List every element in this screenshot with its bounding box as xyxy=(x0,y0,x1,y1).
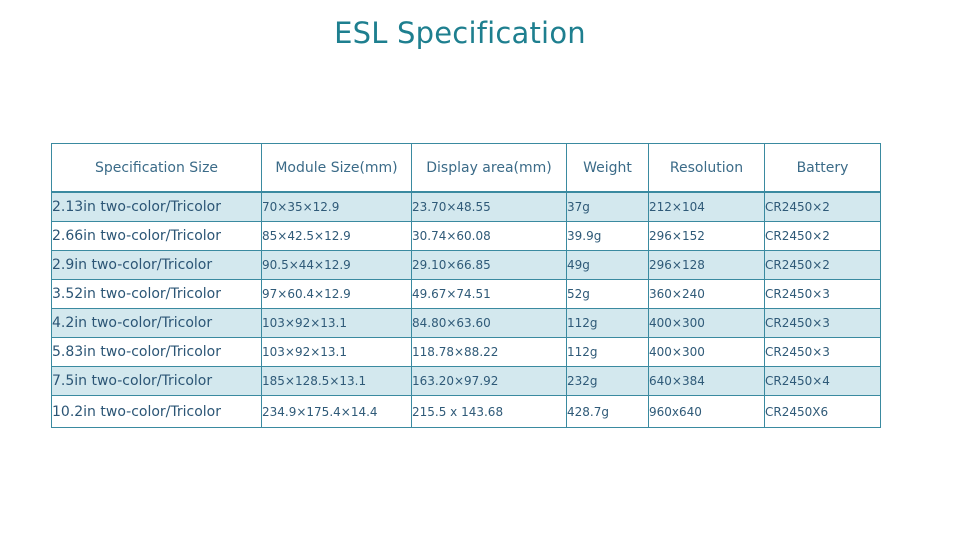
cell-resolution: 640×384 xyxy=(648,366,765,396)
table-row: 7.5in two-color/Tricolor 185×128.5×13.1 … xyxy=(51,366,881,396)
cell-module-size: 234.9×175.4×14.4 xyxy=(261,395,412,428)
cell-resolution: 296×152 xyxy=(648,221,765,251)
cell-resolution: 360×240 xyxy=(648,279,765,309)
cell-module-size: 103×92×13.1 xyxy=(261,337,412,367)
cell-battery: CR2450×2 xyxy=(764,221,881,251)
cell-display-area: 30.74×60.08 xyxy=(411,221,567,251)
header-module-size: Module Size(mm) xyxy=(261,143,412,193)
table-row: 2.13in two-color/Tricolor 70×35×12.9 23.… xyxy=(51,191,881,222)
table-row: 2.9in two-color/Tricolor 90.5×44×12.9 29… xyxy=(51,250,881,280)
cell-display-area: 163.20×97.92 xyxy=(411,366,567,396)
cell-display-area: 49.67×74.51 xyxy=(411,279,567,309)
cell-weight: 49g xyxy=(566,250,649,280)
cell-weight: 37g xyxy=(566,191,649,222)
cell-battery: CR2450×2 xyxy=(764,191,881,222)
cell-specification-size: 4.2in two-color/Tricolor xyxy=(51,308,262,338)
cell-weight: 428.7g xyxy=(566,395,649,428)
cell-resolution: 296×128 xyxy=(648,250,765,280)
cell-specification-size: 10.2in two-color/Tricolor xyxy=(51,395,262,428)
cell-display-area: 215.5 x 143.68 xyxy=(411,395,567,428)
header-weight: Weight xyxy=(566,143,649,193)
cell-specification-size: 5.83in two-color/Tricolor xyxy=(51,337,262,367)
page-title: ESL Specification xyxy=(334,16,586,50)
cell-module-size: 97×60.4×12.9 xyxy=(261,279,412,309)
header-battery: Battery xyxy=(764,143,881,193)
cell-weight: 52g xyxy=(566,279,649,309)
cell-weight: 112g xyxy=(566,308,649,338)
cell-battery: CR2450×3 xyxy=(764,337,881,367)
cell-specification-size: 2.66in two-color/Tricolor xyxy=(51,221,262,251)
cell-specification-size: 2.13in two-color/Tricolor xyxy=(51,191,262,222)
table-row: 4.2in two-color/Tricolor 103×92×13.1 84.… xyxy=(51,308,881,338)
cell-resolution: 212×104 xyxy=(648,191,765,222)
cell-weight: 39.9g xyxy=(566,221,649,251)
cell-battery: CR2450×3 xyxy=(764,308,881,338)
cell-specification-size: 3.52in two-color/Tricolor xyxy=(51,279,262,309)
table-row: 2.66in two-color/Tricolor 85×42.5×12.9 3… xyxy=(51,221,881,251)
header-specification-size: Specification Size xyxy=(51,143,262,193)
cell-specification-size: 7.5in two-color/Tricolor xyxy=(51,366,262,396)
cell-display-area: 29.10×66.85 xyxy=(411,250,567,280)
table-header-row: Specification Size Module Size(mm) Displ… xyxy=(51,143,881,193)
cell-weight: 232g xyxy=(566,366,649,396)
cell-resolution: 960x640 xyxy=(648,395,765,428)
cell-module-size: 70×35×12.9 xyxy=(261,191,412,222)
cell-display-area: 118.78×88.22 xyxy=(411,337,567,367)
header-resolution: Resolution xyxy=(648,143,765,193)
cell-battery: CR2450X6 xyxy=(764,395,881,428)
header-display-area: Display area(mm) xyxy=(411,143,567,193)
cell-weight: 112g xyxy=(566,337,649,367)
table-row: 5.83in two-color/Tricolor 103×92×13.1 11… xyxy=(51,337,881,367)
cell-resolution: 400×300 xyxy=(648,337,765,367)
specification-table: Specification Size Module Size(mm) Displ… xyxy=(51,143,881,428)
cell-module-size: 85×42.5×12.9 xyxy=(261,221,412,251)
cell-display-area: 84.80×63.60 xyxy=(411,308,567,338)
table-row: 3.52in two-color/Tricolor 97×60.4×12.9 4… xyxy=(51,279,881,309)
cell-specification-size: 2.9in two-color/Tricolor xyxy=(51,250,262,280)
cell-module-size: 103×92×13.1 xyxy=(261,308,412,338)
table-row: 10.2in two-color/Tricolor 234.9×175.4×14… xyxy=(51,395,881,428)
cell-module-size: 90.5×44×12.9 xyxy=(261,250,412,280)
cell-display-area: 23.70×48.55 xyxy=(411,191,567,222)
cell-resolution: 400×300 xyxy=(648,308,765,338)
cell-battery: CR2450×3 xyxy=(764,279,881,309)
cell-battery: CR2450×4 xyxy=(764,366,881,396)
cell-module-size: 185×128.5×13.1 xyxy=(261,366,412,396)
cell-battery: CR2450×2 xyxy=(764,250,881,280)
